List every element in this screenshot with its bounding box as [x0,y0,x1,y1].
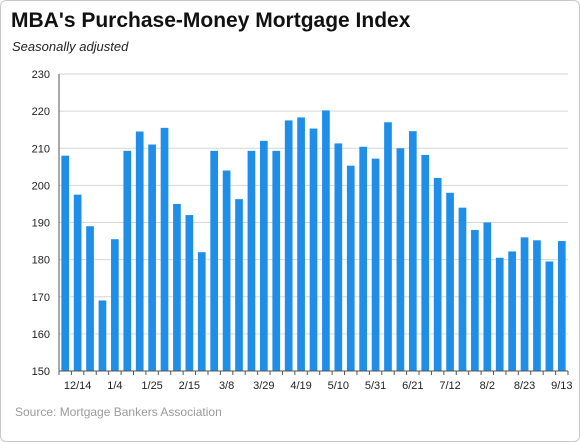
bar [160,127,169,371]
bar [384,122,392,371]
bar [272,150,281,371]
bar [210,150,219,371]
y-tick-label: 190 [32,218,50,230]
bar [61,155,70,371]
source-note: Source: Mortgage Bankers Association [15,405,222,419]
bar [508,251,516,371]
bar [545,261,554,371]
bar [371,158,380,371]
bar [148,144,156,371]
bar [433,177,442,371]
x-tick-label: 3/8 [219,380,234,392]
bar [73,194,82,371]
x-tick-label: 1/4 [107,380,122,392]
x-tick-label: 5/31 [365,380,386,392]
x-tick-label: 12/14 [64,380,92,392]
bar [259,140,268,371]
bar [533,240,541,371]
y-tick-label: 210 [32,143,50,155]
bar [98,300,107,371]
bar [557,241,566,371]
bar [247,150,256,371]
bar [359,146,368,371]
bar [322,110,330,371]
bar [396,148,405,371]
x-tick-label: 7/12 [439,380,460,392]
bar [222,170,231,371]
y-tick-label: 150 [32,366,50,378]
x-tick-label: 5/10 [328,380,349,392]
chart-title: MBA's Purchase-Money Mortgage Index [11,9,411,32]
bar [495,257,504,371]
bar [408,131,417,371]
chart-subtitle: Seasonally adjusted [12,39,129,54]
bar [520,237,529,371]
x-tick-label: 8/2 [480,380,495,392]
bar [471,229,479,371]
x-tick-label: 8/23 [514,380,535,392]
x-tick-label: 4/19 [290,380,311,392]
y-tick-label: 160 [32,329,50,341]
bar [111,239,119,371]
bar [309,128,318,371]
bar [123,150,132,371]
bar [284,120,293,371]
bar [235,199,243,371]
y-tick-label: 230 [32,69,50,81]
y-tick-label: 180 [32,255,50,267]
bar [185,215,194,371]
y-tick-label: 170 [32,292,50,304]
x-tick-label: 3/29 [253,380,274,392]
bar [483,222,492,371]
bar [135,131,144,371]
x-tick-label: 2/15 [179,380,200,392]
bar [197,252,206,371]
bar [86,226,94,371]
bar [173,203,181,371]
x-tick-label: 9/13 [551,380,572,392]
bar [334,143,343,371]
bar [458,207,467,371]
bar [297,117,305,371]
y-tick-label: 200 [32,180,50,192]
x-tick-label: 1/25 [141,380,162,392]
bar [346,165,355,371]
x-tick-label: 6/21 [402,380,423,392]
y-tick-label: 220 [32,106,50,118]
bar [421,154,430,371]
bar [446,192,454,371]
